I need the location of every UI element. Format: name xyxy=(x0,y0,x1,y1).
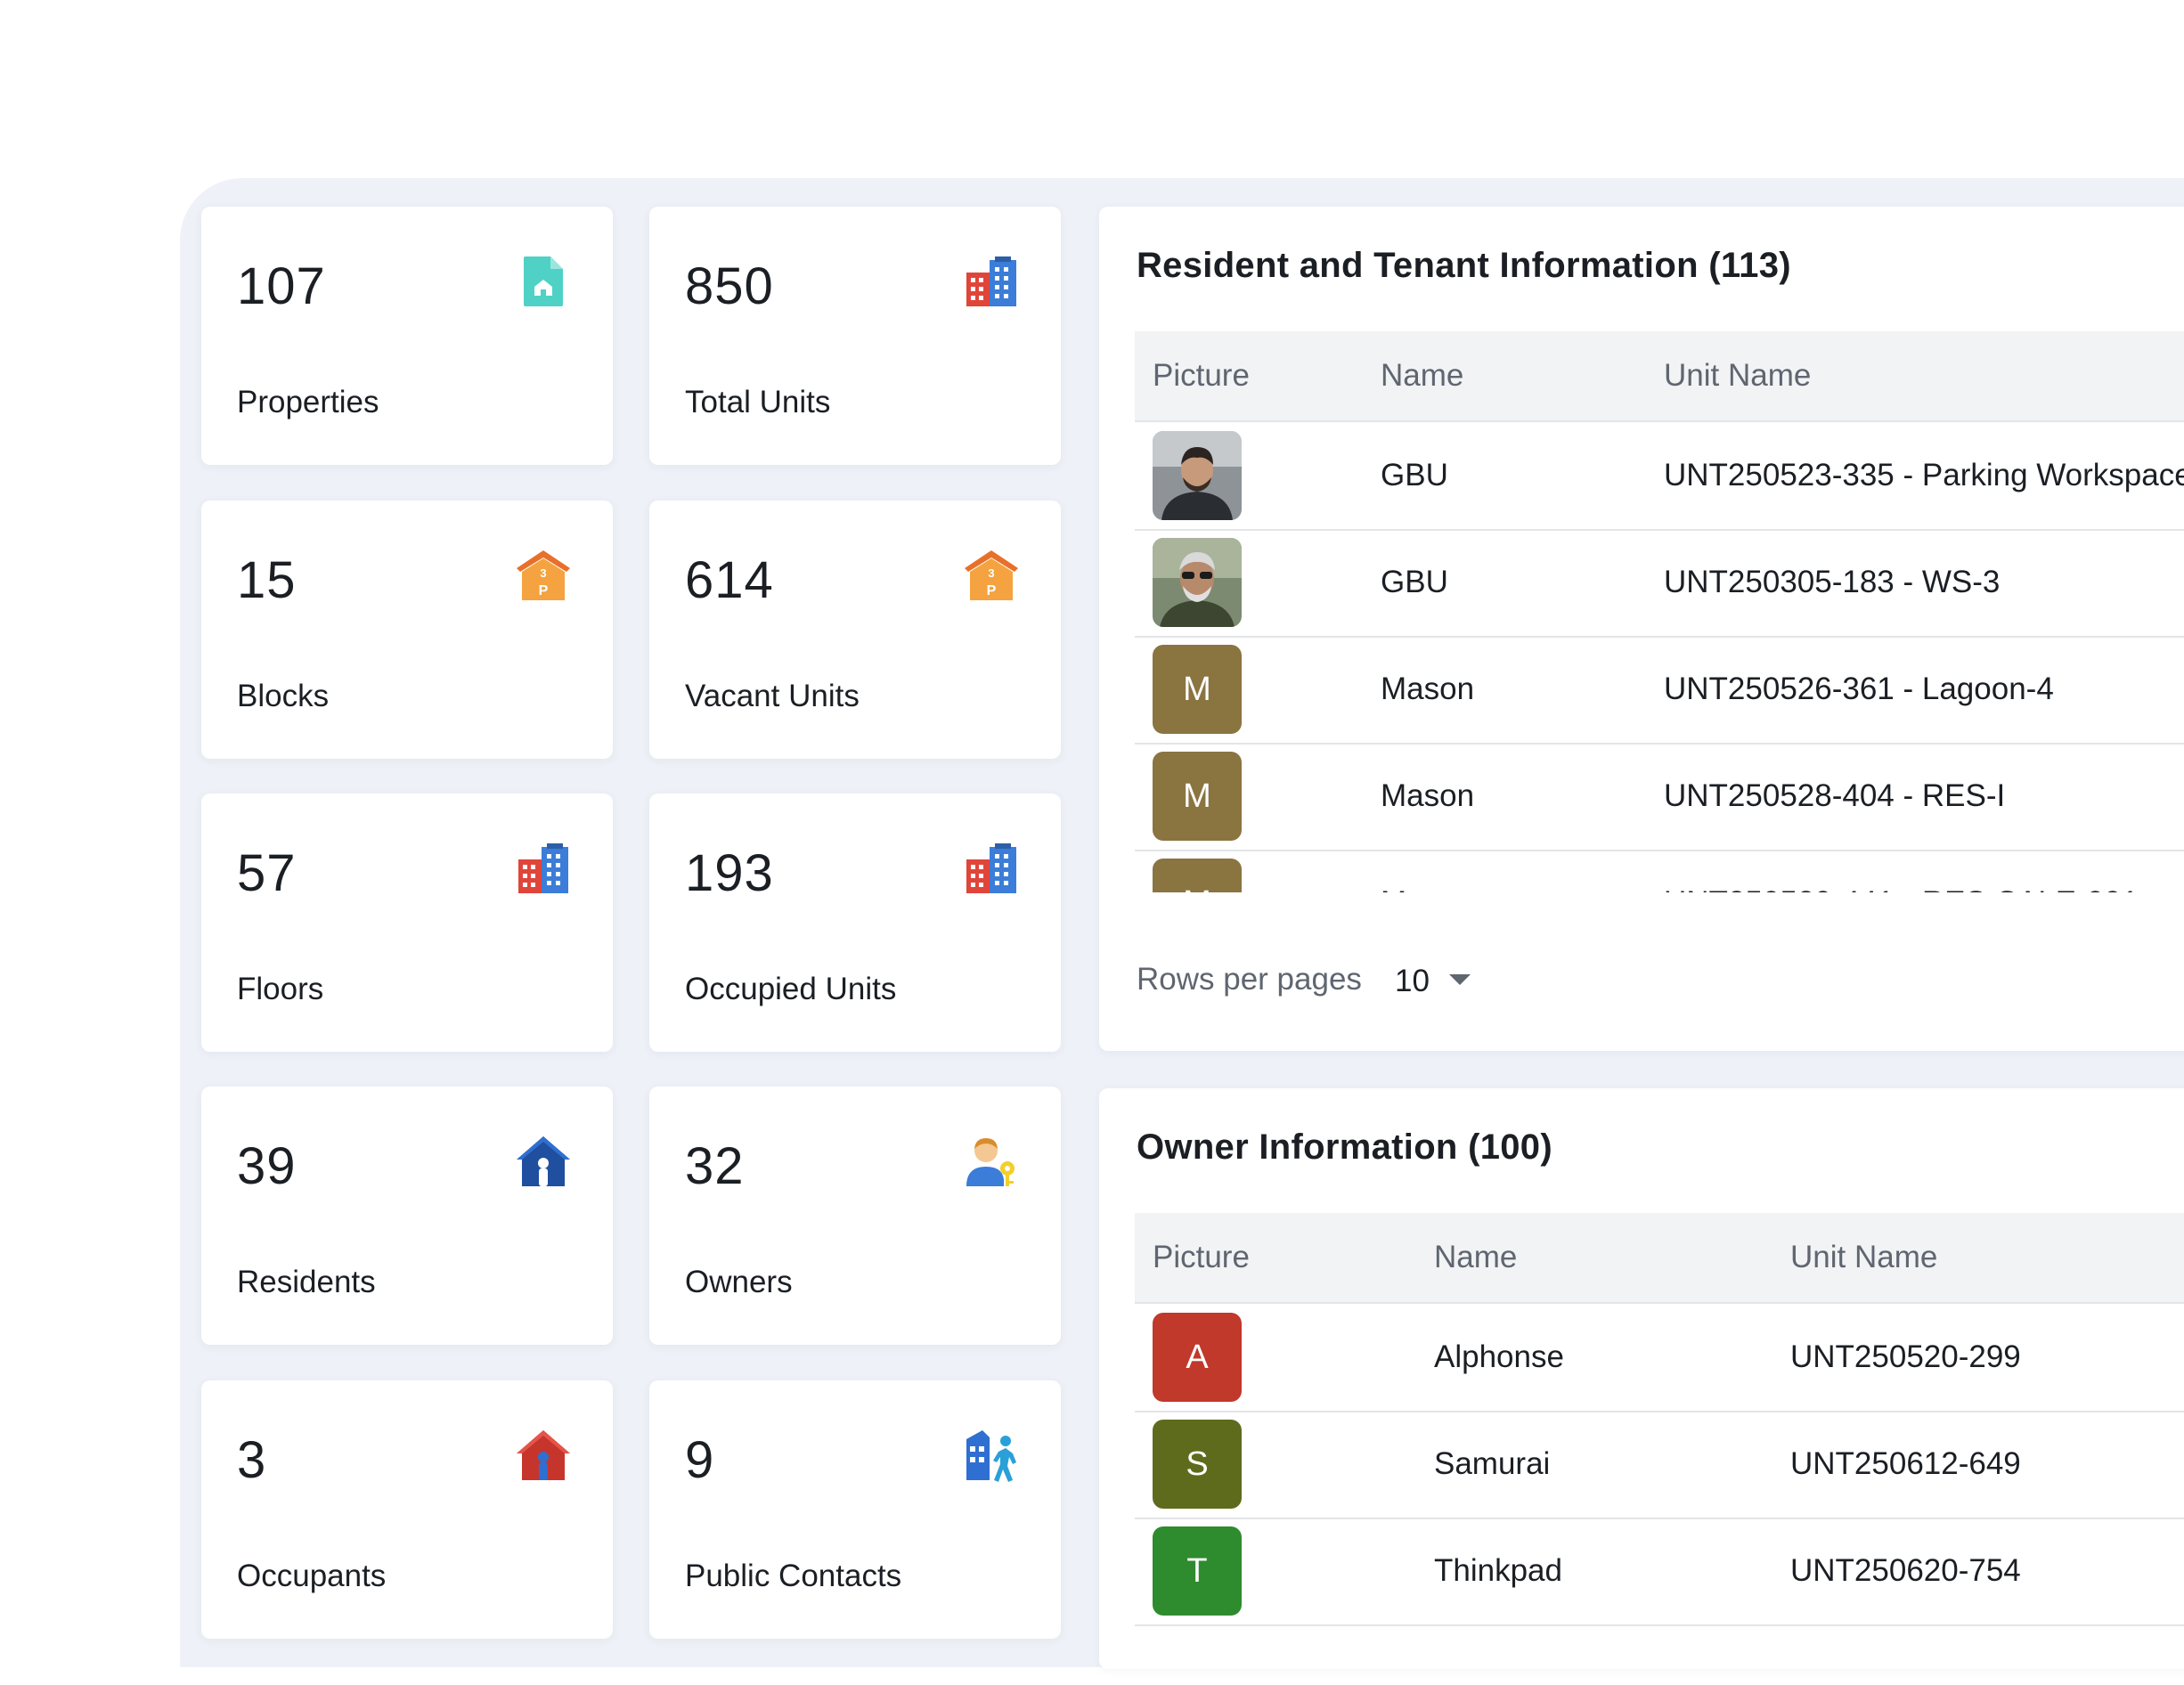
stat-card-floors[interactable]: 57 Floors xyxy=(201,794,613,1052)
stat-label: Total Units xyxy=(685,385,831,419)
stat-value: 39 xyxy=(237,1137,297,1195)
stat-label: Occupants xyxy=(237,1559,387,1593)
table-row[interactable]: M Mason UNT250528-404 - RES-I xyxy=(1135,743,2184,851)
avatar: A xyxy=(1153,1313,1242,1402)
resident-name: Mason xyxy=(1381,850,1474,892)
owner-table-header: Picture Name Unit Name xyxy=(1135,1213,2184,1304)
avatar: S xyxy=(1153,1420,1242,1509)
stat-card-occupied-units[interactable]: 193 Occupied Units xyxy=(649,794,1061,1052)
rows-per-page-value: 10 xyxy=(1395,964,1430,998)
stat-value: 15 xyxy=(237,551,297,609)
occupant-house-icon xyxy=(515,1427,572,1484)
avatar xyxy=(1153,431,1242,520)
svg-text:3: 3 xyxy=(540,566,546,580)
table-row[interactable]: T Thinkpad UNT250620-754 xyxy=(1135,1518,2184,1626)
svg-text:3: 3 xyxy=(988,566,994,580)
stat-label: Public Contacts xyxy=(685,1559,902,1593)
stat-card-public-contacts[interactable]: 9 Public Contacts xyxy=(649,1380,1061,1639)
owner-unit: UNT250520-299 xyxy=(1790,1339,2021,1374)
stat-value: 614 xyxy=(685,551,774,609)
rows-per-page-label: Rows per pages xyxy=(1137,962,1362,997)
svg-text:P: P xyxy=(539,583,549,598)
resident-table-title: Resident and Tenant Information (113) xyxy=(1137,246,1791,285)
resident-unit: UNT250528-404 - RES-I xyxy=(1664,778,2006,813)
stat-card-properties[interactable]: 107 Properties xyxy=(201,207,613,465)
resident-unit: UNT250529-441 - RES-SALE-001 xyxy=(1664,850,2139,892)
stat-value: 107 xyxy=(237,257,326,315)
stat-value: 3 xyxy=(237,1431,267,1489)
stat-card-owners[interactable]: 32 Owners xyxy=(649,1087,1061,1345)
owner-unit: UNT250620-754 xyxy=(1790,1553,2021,1588)
property-document-icon xyxy=(515,253,572,310)
resident-name: Mason xyxy=(1381,778,1475,813)
avatar: M xyxy=(1153,859,1242,892)
owner-name: Samurai xyxy=(1434,1446,1551,1481)
buildings-icon xyxy=(963,253,1020,310)
stat-label: Occupied Units xyxy=(685,972,897,1006)
avatar: M xyxy=(1153,645,1242,734)
stat-label: Floors xyxy=(237,972,324,1006)
owner-key-icon xyxy=(963,1133,1020,1190)
stat-label: Properties xyxy=(237,385,379,419)
rows-per-page-select[interactable]: 10 xyxy=(1395,964,1471,999)
resident-unit: UNT250526-361 - Lagoon-4 xyxy=(1664,672,2054,706)
stat-value: 850 xyxy=(685,257,774,315)
column-header-name[interactable]: Name xyxy=(1381,358,1464,393)
stat-value: 193 xyxy=(685,844,774,902)
owner-table-title: Owner Information (100) xyxy=(1137,1127,1552,1167)
public-contact-icon xyxy=(963,1427,1020,1484)
resident-name: GBU xyxy=(1381,565,1448,599)
owner-name: Alphonse xyxy=(1434,1339,1564,1374)
stat-label: Vacant Units xyxy=(685,679,860,713)
table-row[interactable]: M Mason UNT250526-361 - Lagoon-4 xyxy=(1135,636,2184,745)
stat-value: 32 xyxy=(685,1137,745,1195)
stat-card-total-units[interactable]: 850 Total Units xyxy=(649,207,1061,465)
column-header-picture[interactable]: Picture xyxy=(1153,358,1250,393)
chevron-down-icon[interactable] xyxy=(1448,973,1471,985)
buildings-icon xyxy=(515,840,572,897)
resident-house-icon xyxy=(515,1133,572,1190)
table-row[interactable]: S Samurai UNT250612-649 xyxy=(1135,1411,2184,1519)
column-header-unit-name[interactable]: Unit Name xyxy=(1790,1240,1938,1274)
avatar: T xyxy=(1153,1526,1242,1616)
buildings-icon xyxy=(963,840,1020,897)
stat-label: Blocks xyxy=(237,679,330,713)
table-row[interactable]: GBU UNT250305-183 - WS-3 xyxy=(1135,529,2184,638)
stat-card-residents[interactable]: 39 Residents xyxy=(201,1087,613,1345)
resident-name: Mason xyxy=(1381,672,1475,706)
table-row[interactable]: A Alphonse UNT250520-299 xyxy=(1135,1304,2184,1412)
resident-tenant-table-card: Resident and Tenant Information (113) Pi… xyxy=(1099,207,2184,1051)
owner-name: Thinkpad xyxy=(1434,1553,1562,1588)
owner-table-card: Owner Information (100) Picture Name Uni… xyxy=(1099,1088,2184,1669)
column-header-unit-name[interactable]: Unit Name xyxy=(1664,358,1812,393)
avatar xyxy=(1153,538,1242,627)
svg-text:P: P xyxy=(987,583,997,598)
stat-label: Residents xyxy=(237,1265,376,1299)
stat-card-occupants[interactable]: 3 Occupants xyxy=(201,1380,613,1639)
table-row[interactable]: M Mason UNT250529-441 - RES-SALE-001 xyxy=(1135,850,2184,892)
resident-table-body[interactable]: GBU UNT250523-335 - Parking Workspace GB… xyxy=(1099,422,2184,892)
stat-label: Owners xyxy=(685,1265,793,1299)
stat-value: 9 xyxy=(685,1431,715,1489)
resident-table-header: Picture Name Unit Name xyxy=(1135,331,2184,422)
table-row[interactable]: GBU UNT250523-335 - Parking Workspace xyxy=(1135,422,2184,531)
resident-unit: UNT250305-183 - WS-3 xyxy=(1664,565,2001,599)
column-header-name[interactable]: Name xyxy=(1434,1240,1518,1274)
column-header-picture[interactable]: Picture xyxy=(1153,1240,1250,1274)
avatar: M xyxy=(1153,752,1242,841)
resident-unit: UNT250523-335 - Parking Workspace xyxy=(1664,458,2184,492)
resident-name: GBU xyxy=(1381,458,1448,492)
stat-value: 57 xyxy=(237,844,297,902)
owner-unit: UNT250612-649 xyxy=(1790,1446,2021,1481)
